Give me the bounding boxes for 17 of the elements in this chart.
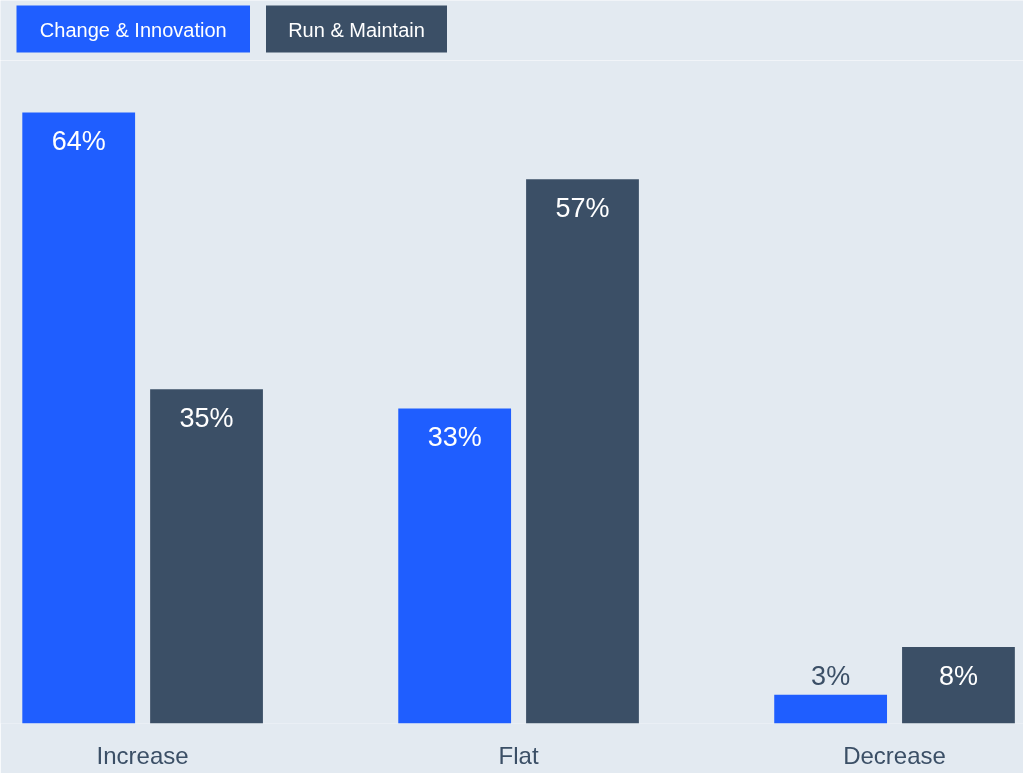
data-label: 33% <box>427 422 482 453</box>
data-label: 8% <box>938 661 978 692</box>
text: Run & Maintain <box>288 18 425 41</box>
bar <box>902 647 1015 724</box>
x-tick-label: Decrease <box>843 741 946 769</box>
bar <box>22 112 136 724</box>
data-label: 3% <box>811 660 851 691</box>
x-tick-label: Increase <box>96 741 189 769</box>
data-label: 57% <box>555 193 610 224</box>
bar <box>526 179 639 724</box>
bar <box>398 408 512 724</box>
data-label: 64% <box>51 126 106 157</box>
bar <box>150 389 263 724</box>
x-tick-label: Flat <box>498 741 539 769</box>
bar <box>774 694 888 724</box>
text: Change & Innovation <box>39 18 227 41</box>
data-label: 35% <box>179 403 234 434</box>
